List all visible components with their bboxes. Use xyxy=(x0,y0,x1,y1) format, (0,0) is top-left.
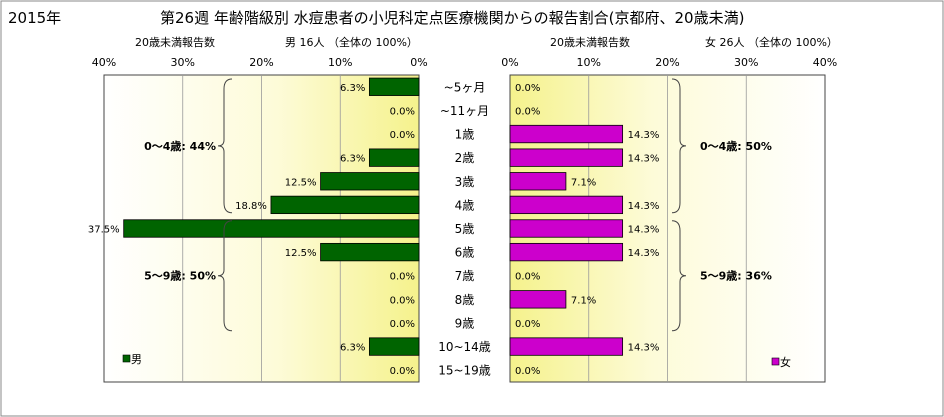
male-legend-swatch xyxy=(122,354,131,363)
left-tick-label: 40% xyxy=(92,56,116,69)
left-tick-label: 10% xyxy=(328,56,352,69)
female-value-label: 14.3% xyxy=(628,225,660,236)
female-value-label: 0.0% xyxy=(515,83,540,94)
axis-tick-labels: 0% 0% 10% 10% 20% 20% 30% 30% 40% 40% xyxy=(92,56,837,69)
category-label: ~11ヶ月 xyxy=(440,104,489,118)
male-value-label: 0.0% xyxy=(390,366,415,377)
male-bar xyxy=(368,77,420,96)
left-tick-label: 20% xyxy=(249,56,273,69)
left-sex-heading: 男 16人 （全体の 100%） xyxy=(285,35,418,49)
female-bar xyxy=(509,148,624,167)
year-label: 2015年 xyxy=(8,9,61,27)
female-value-label: 7.1% xyxy=(571,177,596,188)
group-label: 5～9歳: 36% xyxy=(700,269,772,283)
male-bar xyxy=(368,337,420,356)
female-value-label: 14.3% xyxy=(628,343,660,354)
female-bar xyxy=(509,195,624,215)
female-value-label: 14.3% xyxy=(628,130,660,141)
female-value-label: 0.0% xyxy=(515,366,540,377)
female-value-label: 0.0% xyxy=(515,272,540,283)
bars xyxy=(123,77,624,356)
category-label: 1歳 xyxy=(455,128,475,142)
category-label: 9歳 xyxy=(455,316,475,330)
category-labels: ~5ヶ月 ~11ヶ月 1歳 2歳 3歳 4歳 5歳 6歳 7歳 8歳 9歳 10~14歳 15~19歳 xyxy=(438,80,491,377)
male-value-label: 0.0% xyxy=(390,106,415,117)
left-tick-label: 30% xyxy=(171,56,195,69)
male-value-label: 0.0% xyxy=(390,130,415,141)
female-bar xyxy=(509,219,624,238)
group-label: 5～9歳: 50% xyxy=(144,269,216,283)
right-tick-label: 0% xyxy=(501,56,518,69)
category-label: 4歳 xyxy=(455,198,475,212)
group-bracket xyxy=(217,220,233,332)
category-label: 7歳 xyxy=(455,269,475,283)
category-label: 6歳 xyxy=(455,246,475,260)
left-tick-label: 0% xyxy=(410,56,427,69)
female-value-label: 7.1% xyxy=(571,295,596,306)
male-bar xyxy=(368,148,420,167)
male-value-label: 18.8% xyxy=(235,201,267,212)
male-value-label: 6.3% xyxy=(340,83,365,94)
male-value-label: 12.5% xyxy=(285,177,317,188)
group-brackets: 0～4歳: 44% 5～9歳: 50% 0～4歳: 50% 5～9歳: 36% xyxy=(144,78,772,332)
value-labels: 6.3% 0.0% 0.0% 0.0% 0.0% 14.3% 6.3% 14.3% 12.5% 7… xyxy=(88,83,659,377)
category-label: ~5ヶ月 xyxy=(444,80,486,94)
male-bar xyxy=(123,219,420,238)
male-value-label: 0.0% xyxy=(390,295,415,306)
right-sex-heading: 女 26人 （全体の 100%） xyxy=(705,35,838,49)
group-bracket xyxy=(217,78,233,214)
right-tick-label: 30% xyxy=(734,56,758,69)
female-bar xyxy=(509,242,624,262)
female-value-label: 14.3% xyxy=(628,201,660,212)
male-value-label: 12.5% xyxy=(285,248,317,259)
group-label: 0～4歳: 44% xyxy=(144,139,216,153)
female-value-label: 14.3% xyxy=(628,248,660,259)
category-label: 5歳 xyxy=(455,222,475,236)
male-value-label: 0.0% xyxy=(390,319,415,330)
male-legend-label: 男 xyxy=(131,353,142,366)
category-label: 8歳 xyxy=(455,293,475,307)
male-value-label: 6.3% xyxy=(340,154,365,165)
female-bar xyxy=(509,290,567,309)
left-count-label: 20歳未満報告数 xyxy=(135,36,215,49)
female-value-label: 14.3% xyxy=(628,154,660,165)
right-tick-label: 20% xyxy=(655,56,679,69)
right-tick-label: 40% xyxy=(813,56,837,69)
female-bar xyxy=(509,337,624,356)
chart-title: 第26週 年齢階級別 水痘患者の小児科定点医療機関からの報告割合(京都府、20歳… xyxy=(160,9,744,27)
male-value-label: 37.5% xyxy=(88,225,120,236)
male-bar xyxy=(320,172,420,191)
group-bracket xyxy=(671,220,687,332)
male-bar xyxy=(270,195,420,215)
female-bar xyxy=(509,172,567,191)
female-value-label: 0.0% xyxy=(515,319,540,330)
female-bar xyxy=(509,124,624,144)
category-label: 3歳 xyxy=(455,175,475,189)
right-count-label: 20歳未満報告数 xyxy=(550,36,630,49)
male-value-label: 6.3% xyxy=(340,343,365,354)
male-bar xyxy=(320,242,420,262)
female-legend-label: 女 xyxy=(780,355,791,369)
group-label: 0～4歳: 50% xyxy=(700,139,772,153)
category-label: 10~14歳 xyxy=(438,340,491,354)
male-value-label: 0.0% xyxy=(390,272,415,283)
group-bracket xyxy=(671,78,687,214)
category-label: 15~19歳 xyxy=(438,364,491,378)
right-tick-label: 10% xyxy=(577,56,601,69)
female-value-label: 0.0% xyxy=(515,106,540,117)
female-legend-swatch xyxy=(771,357,780,366)
category-label: 2歳 xyxy=(455,151,475,165)
